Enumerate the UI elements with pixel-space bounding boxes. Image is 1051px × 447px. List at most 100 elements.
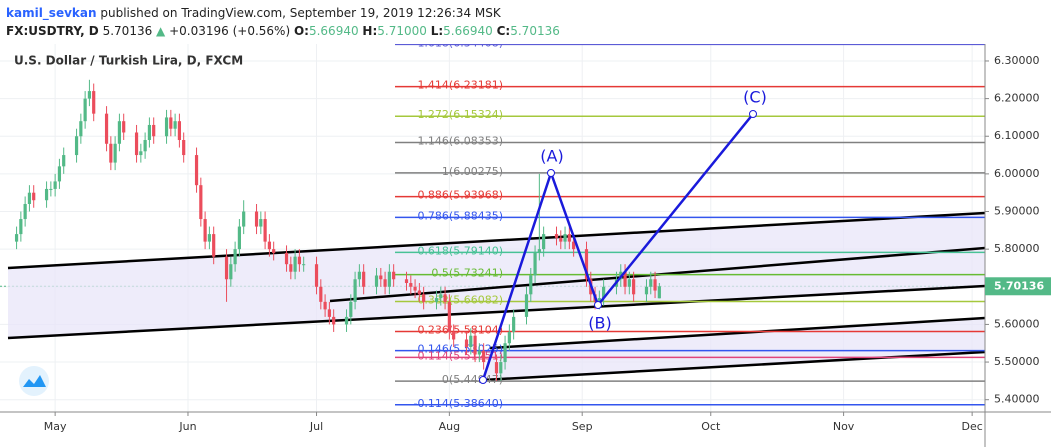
candles [14,79,661,381]
candle-body [87,91,92,99]
author[interactable]: kamil_sevkan [6,6,97,20]
candle-body [293,256,297,272]
abc-label: (C) [743,88,767,107]
candle-body [169,117,173,129]
x-tick-label: Sep [572,420,593,433]
candle-body [542,234,546,250]
candle-body [387,271,391,287]
candle-body [512,316,516,332]
header-line-2: FX:USDTRY, D 5.70136 ▲ +0.03196 (+0.56%)… [6,22,560,40]
candle-body [379,275,383,280]
abc-label: (A) [540,147,563,166]
candle-body [644,286,649,295]
candle-body [44,188,49,201]
candle-body [263,219,267,242]
candle-body [524,294,529,317]
y-tick-label: 6.30000 [994,54,1040,67]
channel-line [489,316,985,350]
channel-line [7,211,985,270]
candle-body [134,132,139,156]
candle-body [104,113,109,144]
y-tick-label: 5.90000 [994,205,1040,218]
candle-body [383,279,387,287]
candle-body [14,234,19,242]
ohlc-value: 5.70136 [510,24,560,38]
candle-body [572,241,576,250]
candle-body [23,203,27,220]
candle-body [267,241,271,250]
y-tick-label: 6.00000 [994,167,1040,180]
fib-label: 0.618(5.79140) [417,244,503,257]
y-tick-label: 6.20000 [994,92,1040,105]
candle-body [374,275,379,287]
price-tag [985,277,1051,296]
candle-body [464,339,469,348]
candle-body [229,264,233,280]
candle-body [554,234,559,238]
logo-circle[interactable] [19,366,49,396]
candle-body [53,181,57,189]
fib-label: 1.618(6.34408) [417,36,503,49]
candle-body [482,350,486,363]
candle-body [212,234,216,257]
header: kamil_sevkan published on TradingView.co… [6,4,560,40]
fib-label: 1(6.00275) [442,165,503,178]
candle-body [559,237,563,242]
fib: 1.618(6.34408) 1.414(6.23181) 1.272(6.1532… [395,36,985,410]
candle-body [439,294,443,299]
candle-body [409,283,413,287]
arrow: ▲ [156,24,166,38]
candle-body [207,234,211,242]
candle-body [649,279,653,287]
x-tick-label: Jun [178,420,196,433]
y-tick-label: 5.40000 [994,393,1040,406]
abc-point [479,376,487,384]
candle-body [272,249,276,253]
axes: 5.400005.500005.600005.700005.800005.900… [44,54,1051,433]
candle-body [152,124,156,137]
candle-body [199,185,203,220]
candle-body [537,249,541,253]
price-tag-label: 5.70136 [994,279,1044,292]
logo[interactable] [19,366,49,396]
candle-body [302,264,306,266]
candle-body [392,271,396,280]
candle-body [117,121,122,144]
logo-mark[interactable] [23,375,46,387]
x-tick-label: Aug [439,420,460,433]
candle-body [79,121,83,137]
candle-body [327,309,331,317]
fib-label: 0.236(5.58104) [417,324,503,337]
candle-body [404,279,409,284]
drawings [7,211,985,382]
candle-body [32,192,36,201]
x-tick-label: Dec [961,420,982,433]
candle-body [623,271,627,287]
chart-title: U.S. Dollar / Turkish Lira, D, FXCM [14,54,243,68]
candle-body [284,252,289,265]
x-tick-label: Jul [309,420,323,433]
candle-body [27,192,32,204]
candle-body [203,219,207,242]
candle-body [62,155,66,167]
candle-body [49,188,53,190]
fib-label: 0.886(5.93968) [417,189,503,202]
candle-body [469,335,473,348]
candle-body [657,286,661,299]
candle-body [353,279,357,302]
candle-body [413,286,417,291]
candle-body [122,121,126,133]
y-tick-label: 5.60000 [994,317,1040,330]
candle-body [109,143,113,163]
fib-label: 0.786(5.88435) [417,209,503,222]
ohlc-key: C: [496,24,511,38]
ohlc-value: 5.71000 [377,24,427,38]
candle-body [297,256,301,265]
candle-body [143,140,147,152]
candle-body [182,140,186,156]
candle-body [323,301,327,310]
fib-label: 1.272(6.15324) [417,108,503,121]
y-tick-label: 6.10000 [994,129,1040,142]
x-tick-label: Oct [701,420,721,433]
candle-body [533,252,537,276]
